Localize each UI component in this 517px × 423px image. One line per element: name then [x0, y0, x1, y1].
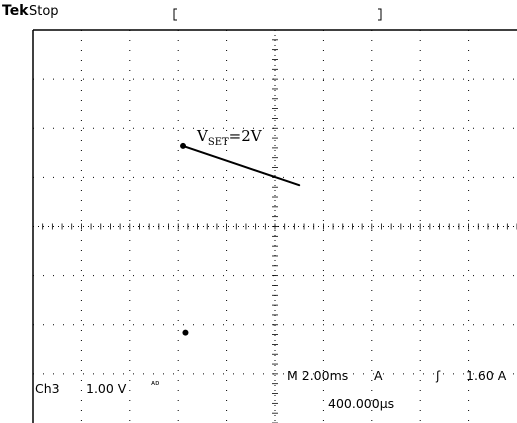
- trace-point-marker: [182, 329, 189, 336]
- trace-point-marker: [180, 142, 187, 149]
- record-left-bracket: [173, 8, 177, 21]
- trigger-slope-icon: ʃ: [435, 368, 441, 383]
- acquisition-state: Stop: [29, 4, 59, 19]
- coupling-marker: ᴀᴅ: [151, 379, 159, 387]
- vset-label-sub: SET: [208, 137, 229, 148]
- vset-label-main: V: [196, 127, 209, 145]
- trigger-level: 1.60 A: [466, 368, 507, 383]
- timebase-readout: M 2.00ms: [287, 368, 348, 383]
- trigger-position: 400.000µs: [328, 396, 394, 411]
- trigger-source: A: [374, 368, 383, 383]
- vset-annotation: VSET=2V: [196, 127, 263, 148]
- trace-layer: [180, 142, 301, 336]
- waveform-trace: [182, 144, 301, 187]
- vset-label-value: =2V: [229, 127, 263, 145]
- volts-per-div: 1.00 V: [86, 381, 127, 396]
- channel-label: Ch3: [35, 381, 60, 396]
- brand-label: Tek: [2, 3, 29, 19]
- record-window-brackets: [173, 8, 382, 21]
- record-right-bracket: [378, 8, 382, 21]
- graticule: [32, 29, 517, 423]
